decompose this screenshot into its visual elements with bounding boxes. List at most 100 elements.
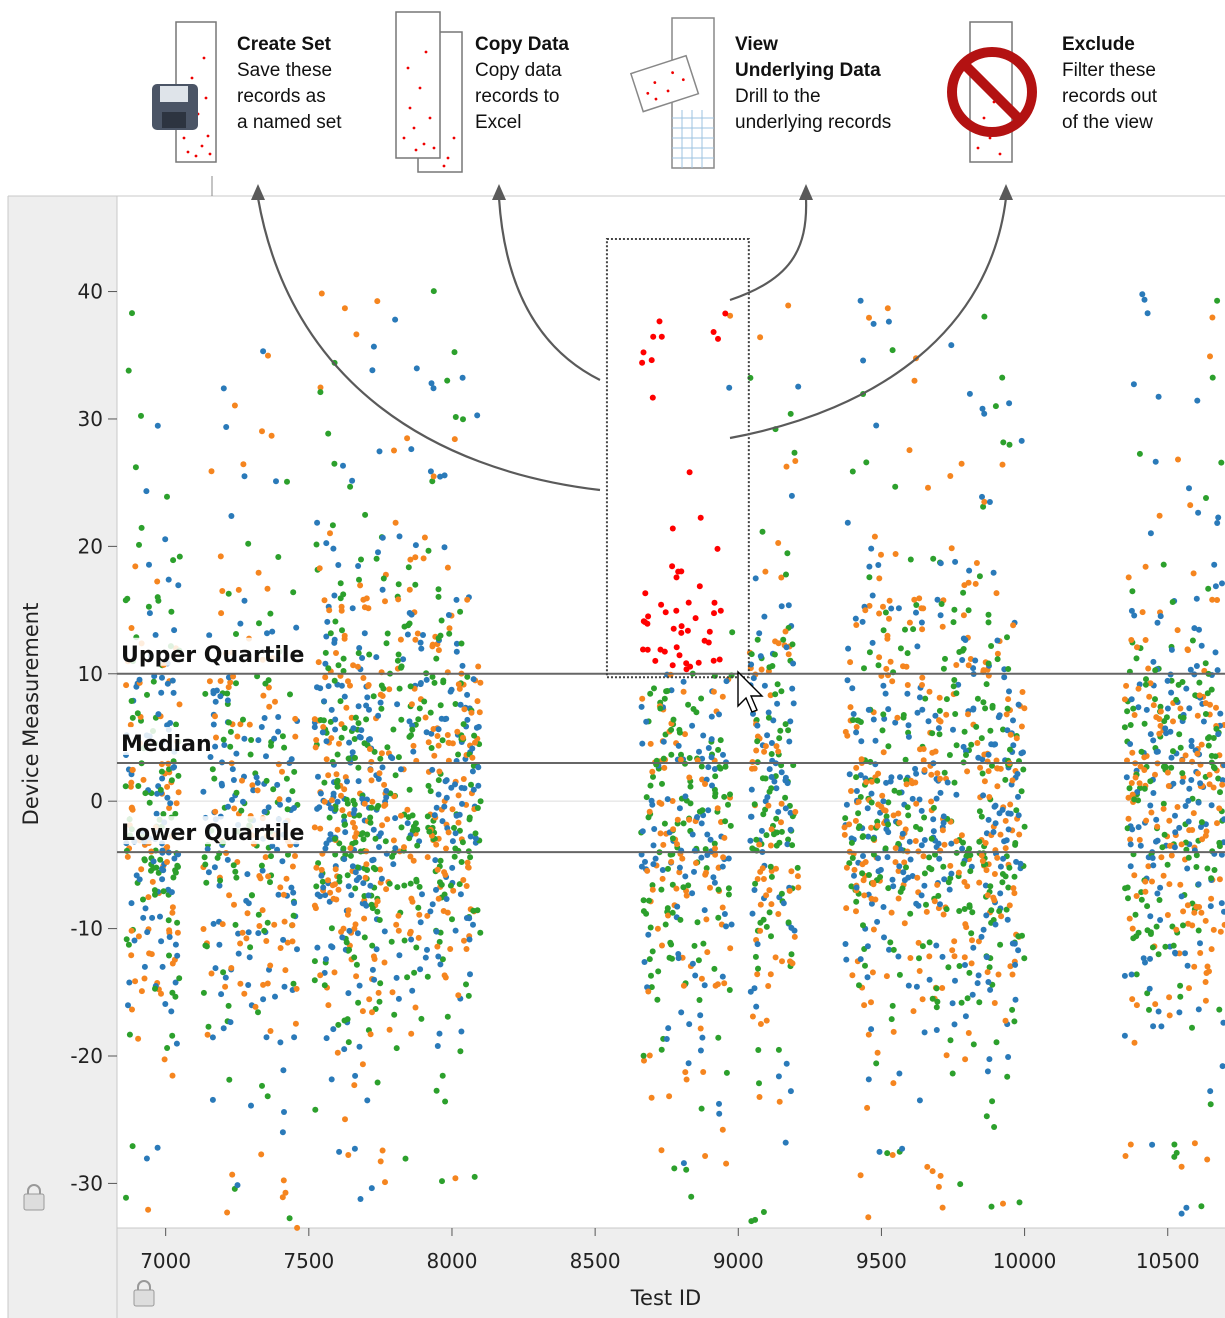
data-point	[222, 974, 229, 981]
data-point	[875, 662, 882, 669]
data-point	[723, 1069, 730, 1076]
data-point	[916, 796, 923, 803]
data-point	[936, 707, 943, 714]
data-point	[722, 310, 729, 317]
data-point	[895, 868, 902, 874]
data-point	[1160, 805, 1167, 812]
action-copy-data[interactable]: Copy Data Copy data records to Excel	[390, 0, 620, 175]
data-point	[937, 789, 944, 796]
action-exclude[interactable]: Exclude Filter these records out of the …	[940, 0, 1210, 175]
data-point	[275, 554, 282, 560]
data-point	[639, 740, 646, 747]
data-point	[950, 619, 957, 626]
data-point	[774, 681, 781, 688]
data-point	[245, 929, 252, 936]
data-point	[327, 630, 334, 637]
data-point	[282, 967, 289, 974]
data-point	[200, 788, 207, 795]
data-point	[1174, 627, 1181, 634]
data-point	[227, 728, 234, 735]
data-point	[377, 980, 384, 987]
data-point	[361, 630, 368, 637]
data-point	[283, 875, 290, 882]
data-point	[868, 545, 875, 552]
data-point	[1193, 903, 1200, 910]
data-point	[964, 995, 971, 1002]
data-point	[946, 886, 953, 893]
data-point	[949, 1070, 956, 1077]
data-point	[356, 645, 363, 651]
lock-icon[interactable]	[133, 1280, 155, 1307]
data-point	[639, 695, 646, 702]
data-point	[959, 845, 966, 852]
data-point	[853, 764, 860, 771]
data-point	[1194, 397, 1201, 404]
data-point	[441, 803, 448, 810]
action-view-data[interactable]: View Underlying Data Drill to the underl…	[630, 0, 930, 175]
data-point	[226, 892, 233, 899]
data-point	[460, 776, 467, 782]
action-create-set[interactable]: Create Set Save these records as a named…	[150, 0, 380, 175]
data-point	[420, 632, 426, 638]
data-point	[1207, 903, 1214, 910]
data-point	[645, 988, 652, 995]
data-point	[1210, 926, 1217, 933]
data-point	[1172, 812, 1178, 819]
data-point	[686, 469, 693, 476]
data-point	[683, 666, 690, 673]
data-point	[892, 719, 899, 726]
data-point	[244, 910, 251, 917]
data-point	[722, 763, 729, 770]
data-point	[1015, 947, 1022, 954]
data-point	[153, 810, 160, 817]
data-point	[1213, 725, 1220, 732]
data-point	[355, 999, 362, 1006]
data-point	[1203, 828, 1210, 835]
data-point	[943, 711, 950, 718]
data-point	[658, 333, 665, 340]
data-point	[775, 748, 782, 755]
data-point	[405, 564, 412, 571]
data-point	[384, 630, 391, 637]
data-point	[888, 605, 895, 612]
data-point	[926, 953, 933, 960]
data-point	[325, 683, 332, 690]
data-point	[1218, 459, 1225, 466]
data-point	[352, 834, 358, 840]
selection-box	[605, 237, 750, 679]
data-point	[264, 1093, 271, 1100]
data-point	[937, 560, 944, 567]
data-point	[850, 717, 856, 723]
data-point	[1147, 680, 1154, 687]
lock-icon[interactable]	[23, 1184, 45, 1211]
data-point	[646, 956, 653, 963]
data-point	[1161, 763, 1168, 770]
data-point	[983, 954, 990, 961]
data-point	[1156, 716, 1163, 722]
data-point	[1154, 823, 1161, 830]
data-point	[860, 877, 867, 884]
data-point	[766, 909, 773, 916]
data-point	[317, 389, 324, 396]
data-point	[255, 930, 262, 937]
data-point	[673, 885, 680, 892]
data-point	[674, 816, 681, 823]
data-point	[346, 739, 353, 746]
data-point	[241, 597, 248, 604]
data-point	[926, 864, 933, 871]
data-point	[768, 826, 775, 833]
data-point	[1147, 802, 1154, 809]
data-point	[918, 842, 925, 849]
data-point	[272, 698, 278, 705]
data-point	[367, 882, 374, 889]
y-tick-label: 20	[78, 534, 103, 558]
data-point	[874, 777, 881, 784]
data-point	[1172, 829, 1179, 836]
selection-marquee[interactable]	[605, 237, 750, 679]
data-point	[755, 1047, 762, 1053]
data-point	[711, 610, 717, 617]
data-point	[321, 969, 328, 976]
data-point	[451, 436, 458, 443]
data-point	[377, 866, 384, 873]
data-point	[170, 557, 177, 564]
